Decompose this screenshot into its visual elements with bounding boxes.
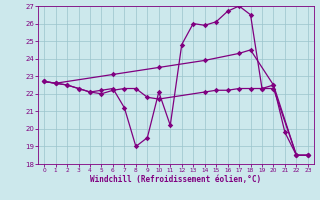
X-axis label: Windchill (Refroidissement éolien,°C): Windchill (Refroidissement éolien,°C) (91, 175, 261, 184)
